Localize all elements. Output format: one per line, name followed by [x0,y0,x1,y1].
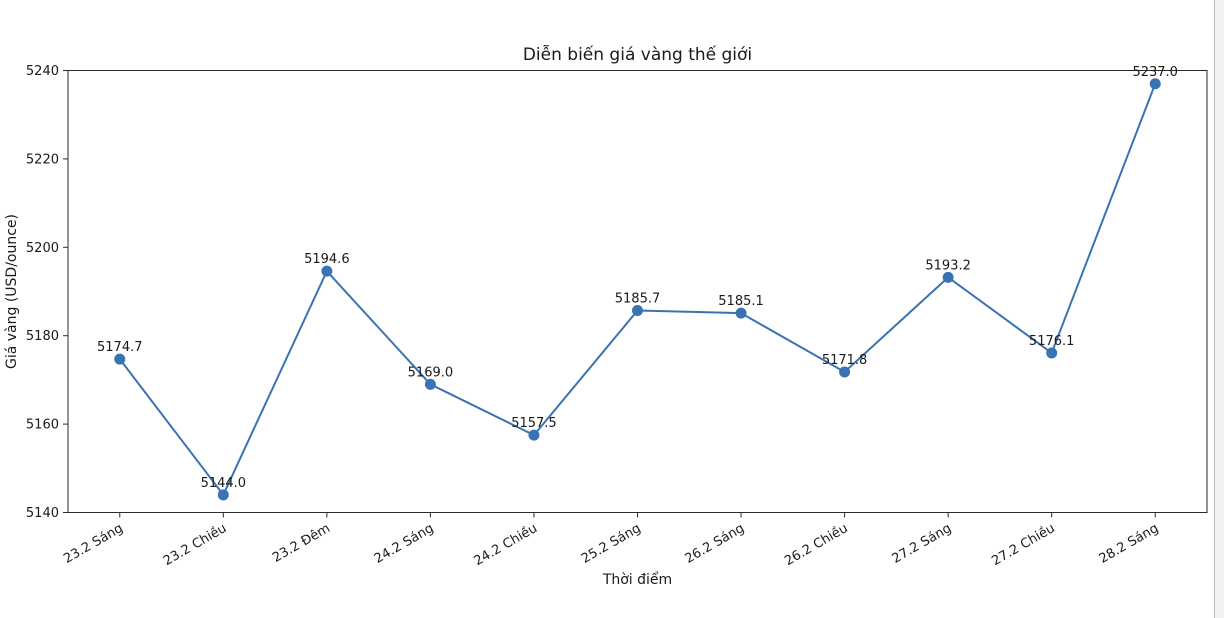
chart-title: Diễn biến giá vàng thế giới [523,44,752,65]
x-axis-title: Thời điểm [602,571,672,588]
x-tick-label: 24.2 Sáng [372,521,436,567]
point-label: 5174.7 [97,340,143,355]
x-tick-label: 23.2 Sáng [61,521,125,567]
data-point [528,429,540,441]
point-label: 5171.8 [822,353,868,368]
data-point [942,271,954,283]
data-point [735,307,747,319]
point-label: 5169.0 [408,365,454,380]
x-tick-label: 23.2 Chiều [161,521,229,569]
data-point [1046,347,1058,359]
y-tick-label: 5180 [26,329,59,344]
x-tick-label: 25.2 Sáng [579,521,643,567]
data-point [114,353,126,365]
point-label: 5176.1 [1029,334,1075,349]
right-gutter [1214,0,1224,618]
point-label: 5237.0 [1132,65,1178,80]
data-point [217,489,229,501]
x-tick-label: 27.2 Chiều [989,521,1057,569]
data-point [321,265,333,277]
point-label: 5144.0 [201,476,247,491]
y-tick-label: 5240 [26,64,59,79]
x-tick-label: 27.2 Sáng [890,521,954,567]
x-tick-label: 26.2 Chiều [782,521,850,569]
point-label: 5185.7 [615,292,661,307]
point-label: 5185.1 [718,294,764,309]
x-tick-label: 24.2 Chiều [472,521,540,569]
y-tick-label: 5220 [26,152,59,167]
y-tick-label: 5140 [26,506,59,521]
plot-area [67,70,1208,513]
y-axis-title: Giá vàng (USD/ounce) [4,214,20,369]
point-label: 5157.5 [511,416,557,431]
point-label: 5194.6 [304,252,350,267]
x-tick-label: 28.2 Sáng [1097,521,1161,567]
data-point [632,305,643,317]
data-point [839,366,851,378]
y-tick-label: 5200 [26,241,59,256]
y-tick-label: 5160 [26,418,59,433]
x-tick-label: 23.2 Đêm [270,521,333,566]
point-label: 5193.2 [925,258,971,273]
data-point [424,378,436,390]
x-tick-label: 26.2 Sáng [683,521,747,567]
data-point [1149,78,1161,90]
